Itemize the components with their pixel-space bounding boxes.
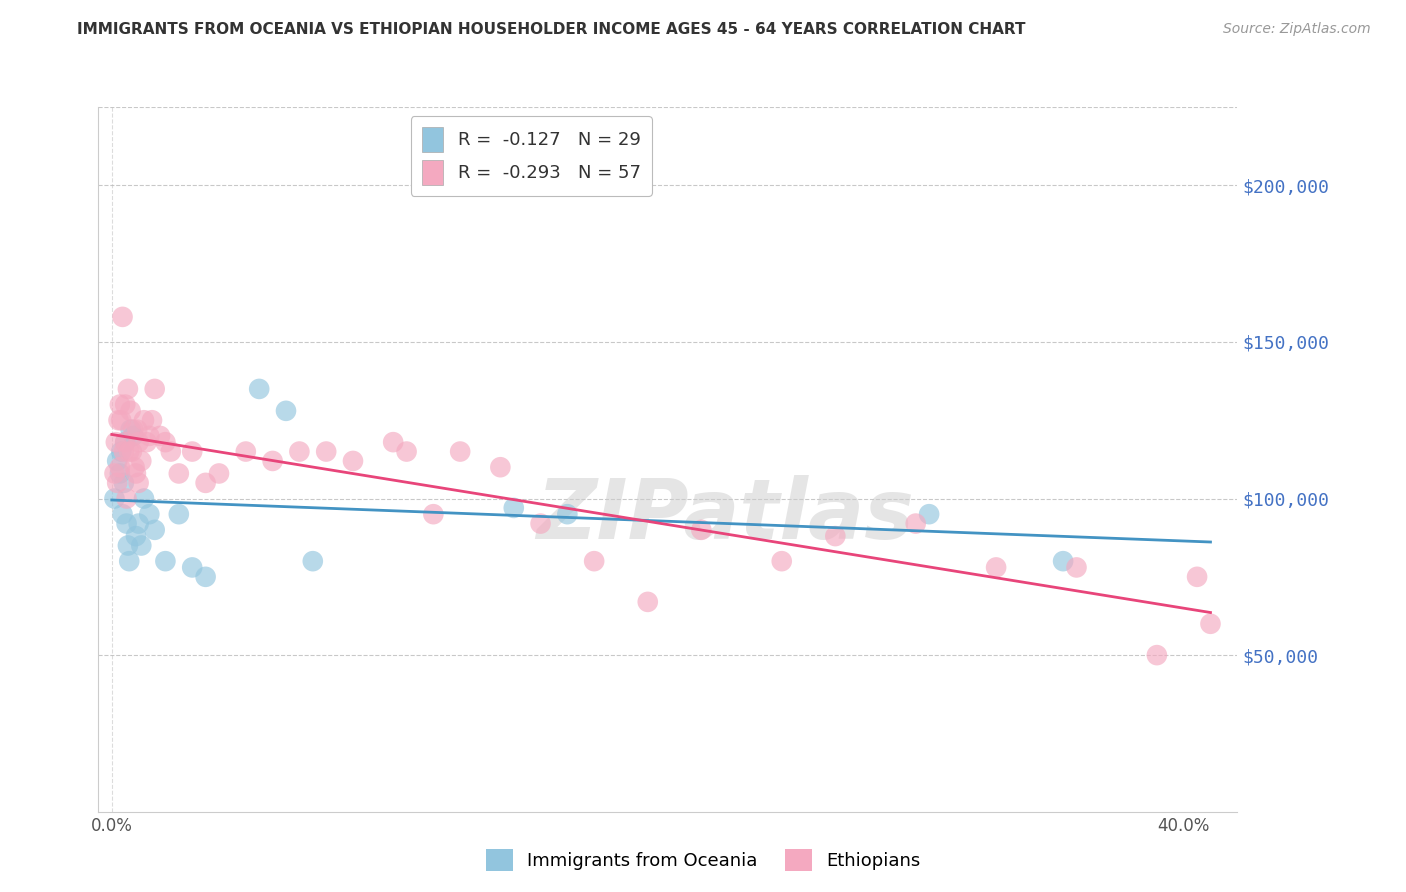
Point bbox=[108, 460, 131, 475]
Point bbox=[288, 444, 311, 458]
Point bbox=[918, 507, 941, 521]
Point bbox=[1146, 648, 1168, 662]
Point bbox=[135, 435, 157, 450]
Point bbox=[120, 404, 142, 418]
Point bbox=[122, 423, 145, 437]
Point bbox=[110, 413, 132, 427]
Point bbox=[115, 491, 138, 506]
Point bbox=[395, 444, 418, 458]
Point bbox=[181, 444, 204, 458]
Point bbox=[115, 516, 138, 531]
Point bbox=[112, 444, 135, 458]
Point bbox=[138, 429, 160, 443]
Point bbox=[1066, 560, 1088, 574]
Point bbox=[770, 554, 793, 568]
Point bbox=[105, 454, 128, 468]
Point bbox=[107, 413, 129, 427]
Text: ZIPatlas: ZIPatlas bbox=[536, 475, 914, 557]
Point bbox=[422, 507, 444, 521]
Point bbox=[117, 539, 139, 553]
Point bbox=[129, 539, 152, 553]
Point bbox=[984, 560, 1007, 574]
Text: Source: ZipAtlas.com: Source: ZipAtlas.com bbox=[1223, 22, 1371, 37]
Point bbox=[103, 491, 125, 506]
Point bbox=[1199, 616, 1222, 631]
Point bbox=[114, 435, 136, 450]
Point bbox=[128, 516, 150, 531]
Point bbox=[342, 454, 364, 468]
Point bbox=[557, 507, 579, 521]
Point bbox=[132, 491, 155, 506]
Point bbox=[194, 475, 217, 490]
Point bbox=[129, 454, 152, 468]
Point bbox=[181, 560, 204, 574]
Point bbox=[1185, 570, 1208, 584]
Point bbox=[121, 444, 143, 458]
Legend: Immigrants from Oceania, Ethiopians: Immigrants from Oceania, Ethiopians bbox=[478, 842, 928, 879]
Point bbox=[111, 310, 134, 324]
Point bbox=[315, 444, 337, 458]
Point bbox=[167, 507, 190, 521]
Point bbox=[118, 554, 141, 568]
Point bbox=[128, 435, 150, 450]
Point bbox=[105, 475, 128, 490]
Point bbox=[301, 554, 323, 568]
Point bbox=[108, 398, 131, 412]
Point bbox=[103, 467, 125, 481]
Point bbox=[132, 413, 155, 427]
Point bbox=[110, 444, 132, 458]
Point bbox=[141, 413, 163, 427]
Text: IMMIGRANTS FROM OCEANIA VS ETHIOPIAN HOUSEHOLDER INCOME AGES 45 - 64 YEARS CORRE: IMMIGRANTS FROM OCEANIA VS ETHIOPIAN HOU… bbox=[77, 22, 1026, 37]
Point bbox=[117, 382, 139, 396]
Point bbox=[143, 523, 166, 537]
Point bbox=[155, 554, 177, 568]
Point bbox=[112, 475, 135, 490]
Point bbox=[262, 454, 284, 468]
Point bbox=[208, 467, 231, 481]
Point bbox=[108, 467, 131, 481]
Point bbox=[104, 435, 127, 450]
Point bbox=[583, 554, 606, 568]
Point bbox=[274, 404, 297, 418]
Point bbox=[124, 460, 146, 475]
Point bbox=[167, 467, 190, 481]
Point bbox=[690, 523, 713, 537]
Point bbox=[502, 500, 524, 515]
Point bbox=[247, 382, 270, 396]
Point bbox=[159, 444, 181, 458]
Point bbox=[155, 435, 177, 450]
Point bbox=[143, 382, 166, 396]
Point bbox=[489, 460, 512, 475]
Point bbox=[529, 516, 551, 531]
Point bbox=[382, 435, 405, 450]
Point bbox=[194, 570, 217, 584]
Point bbox=[120, 423, 142, 437]
Point bbox=[122, 429, 145, 443]
Point bbox=[118, 444, 141, 458]
Point bbox=[114, 398, 136, 412]
Point bbox=[111, 507, 134, 521]
Point bbox=[1052, 554, 1074, 568]
Point bbox=[127, 423, 149, 437]
Point bbox=[824, 529, 846, 543]
Point bbox=[904, 516, 927, 531]
Point bbox=[125, 529, 148, 543]
Point bbox=[138, 507, 160, 521]
Point bbox=[114, 435, 136, 450]
Point bbox=[235, 444, 257, 458]
Point bbox=[128, 475, 150, 490]
Legend: R =  -0.127   N = 29, R =  -0.293   N = 57: R = -0.127 N = 29, R = -0.293 N = 57 bbox=[411, 116, 651, 196]
Point bbox=[637, 595, 659, 609]
Point bbox=[449, 444, 471, 458]
Point bbox=[125, 467, 148, 481]
Point bbox=[149, 429, 172, 443]
